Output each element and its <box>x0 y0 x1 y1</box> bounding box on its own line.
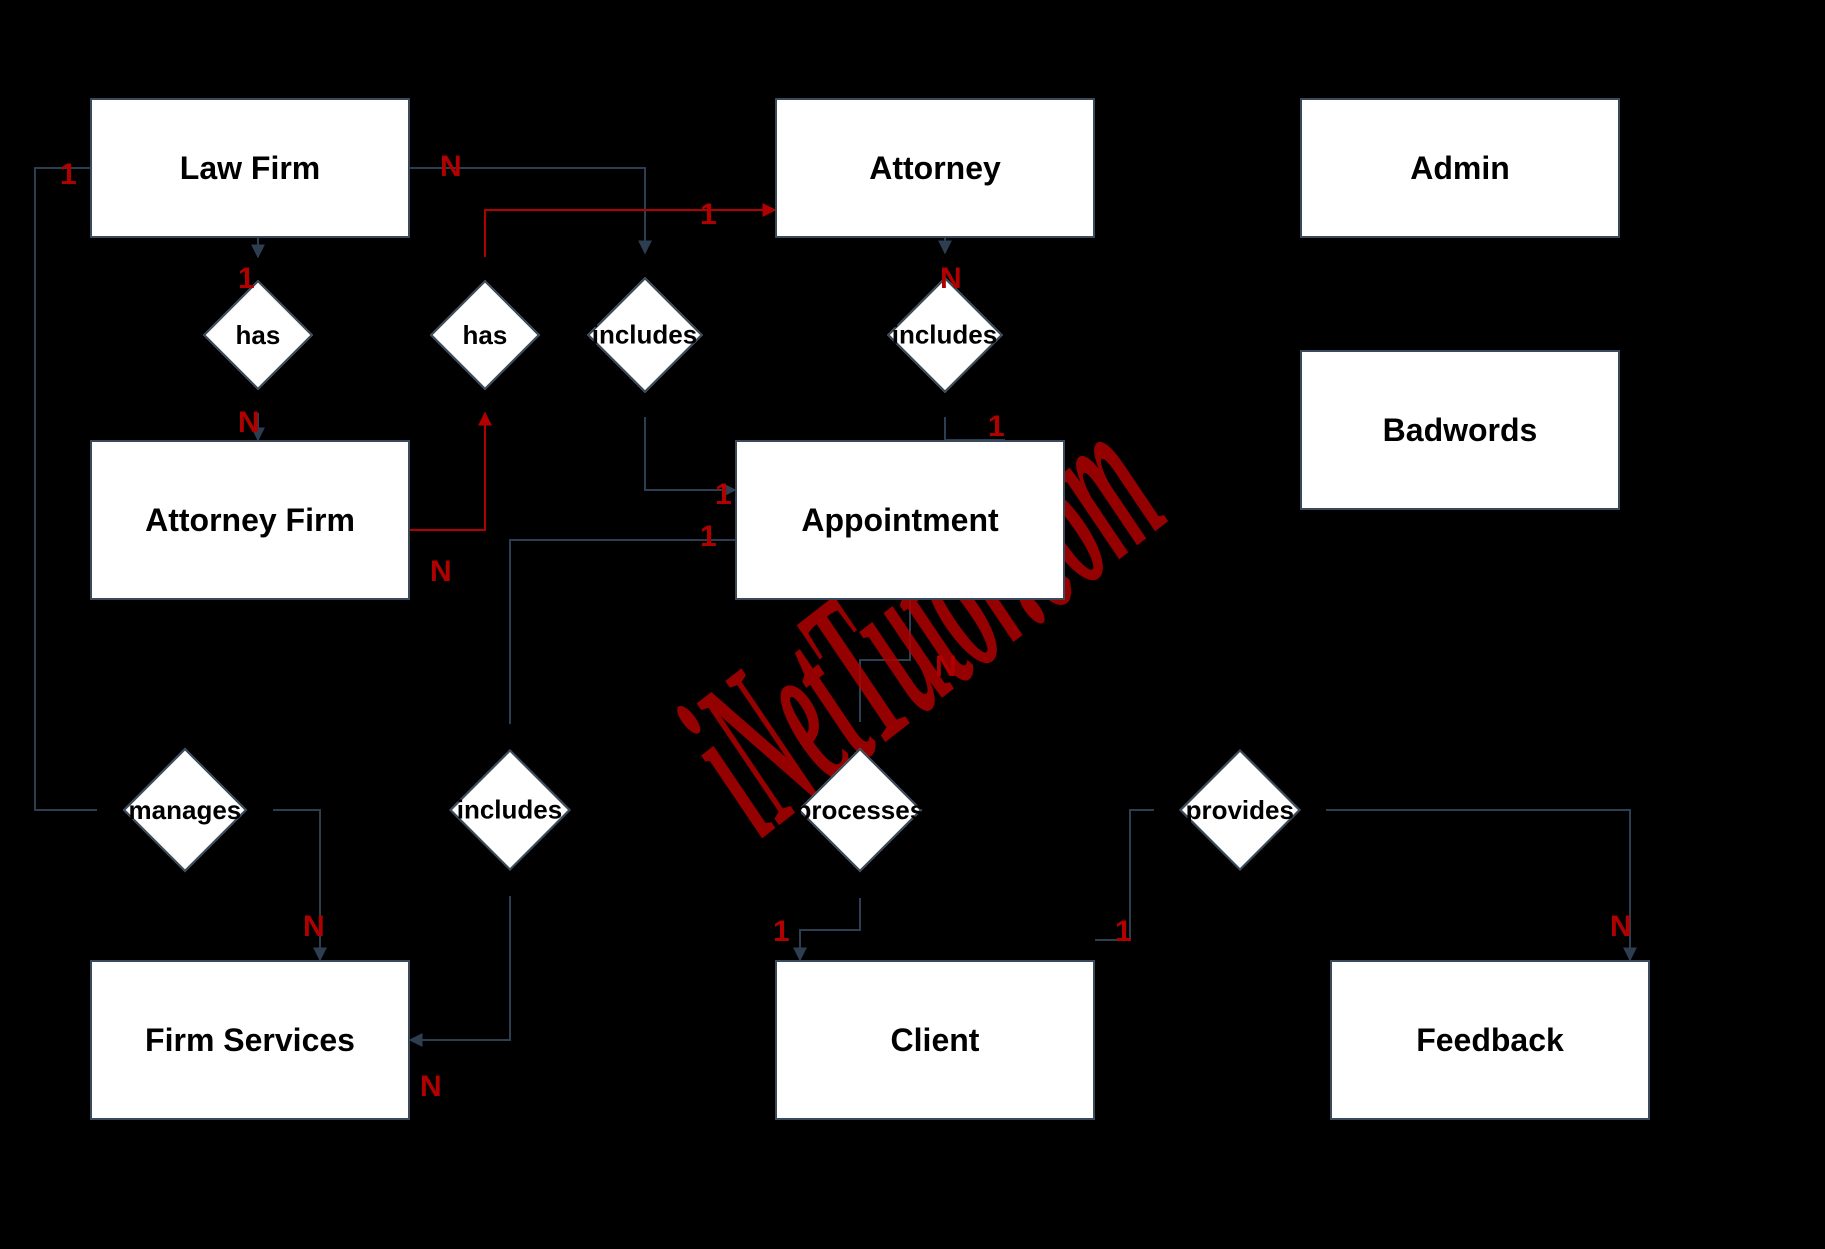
relationship-has2: has <box>430 280 540 390</box>
relationship-label: has <box>236 320 281 351</box>
entity-label: Feedback <box>1416 1022 1564 1059</box>
relationship-includes1: includes <box>587 277 703 393</box>
edge-12 <box>860 600 910 722</box>
cardinality-c5: N <box>238 406 260 440</box>
relationship-label: includes <box>892 320 997 351</box>
entity-attorney-firm: Attorney Firm <box>90 440 410 600</box>
cardinality-c15: 1 <box>1115 915 1132 949</box>
edge-10 <box>510 540 735 724</box>
entity-admin: Admin <box>1300 98 1620 238</box>
cardinality-c10: 1 <box>988 410 1005 444</box>
cardinality-c4: 1 <box>238 262 255 296</box>
cardinality-c16: N <box>1610 910 1632 944</box>
cardinality-c3: 1 <box>700 198 717 232</box>
relationship-has1: has <box>203 280 313 390</box>
entity-badwords: Badwords <box>1300 350 1620 510</box>
relationship-processes: processes <box>798 748 922 872</box>
cardinality-c12: N <box>420 1070 442 1104</box>
relationship-label: processes <box>796 795 925 826</box>
entity-attorney: Attorney <box>775 98 1095 238</box>
entity-label: Attorney Firm <box>145 502 355 539</box>
entity-label: Appointment <box>801 502 998 539</box>
cardinality-c9: 1 <box>700 520 717 554</box>
cardinality-c8: 1 <box>715 478 732 512</box>
entity-label: Firm Services <box>145 1022 355 1059</box>
cardinality-c2: N <box>440 150 462 184</box>
cardinality-c11: N <box>303 910 325 944</box>
cardinality-c6: N <box>940 262 962 296</box>
relationship-label: has <box>463 320 508 351</box>
entity-label: Attorney <box>869 150 1001 187</box>
relationship-label: manages <box>129 795 242 826</box>
entity-law-firm: Law Firm <box>90 98 410 238</box>
entity-client: Client <box>775 960 1095 1120</box>
entity-label: Law Firm <box>180 150 320 187</box>
relationship-label: provides <box>1186 795 1294 826</box>
relationship-manages: manages <box>123 748 247 872</box>
entity-label: Client <box>891 1022 980 1059</box>
entity-firm-services: Firm Services <box>90 960 410 1120</box>
cardinality-c7: N <box>430 555 452 589</box>
entity-label: Admin <box>1410 150 1510 187</box>
edge-5 <box>410 413 485 530</box>
edge-11 <box>410 896 510 1040</box>
edge-15 <box>1326 810 1630 960</box>
cardinality-c13: N <box>935 650 957 684</box>
edge-6 <box>485 210 775 257</box>
cardinality-c14: 1 <box>773 915 790 949</box>
relationship-includes3: includes <box>449 749 571 871</box>
entity-appointment: Appointment <box>735 440 1065 600</box>
relationship-label: includes <box>592 320 697 351</box>
entity-label: Badwords <box>1383 412 1538 449</box>
relationship-label: includes <box>457 795 562 826</box>
entity-feedback: Feedback <box>1330 960 1650 1120</box>
edge-13 <box>800 898 860 960</box>
cardinality-c1: 1 <box>60 158 77 192</box>
relationship-provides: provides <box>1179 749 1301 871</box>
edge-0 <box>35 168 97 810</box>
